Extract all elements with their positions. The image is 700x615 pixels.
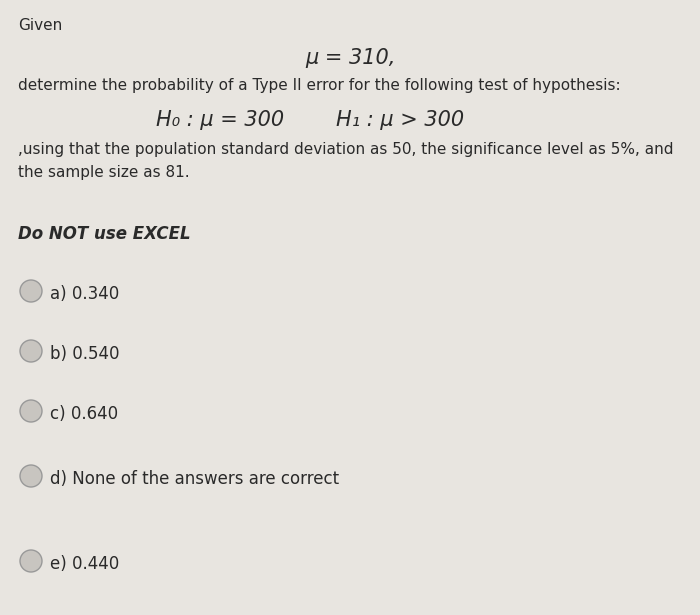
Text: e) 0.440: e) 0.440 [50, 555, 119, 573]
Text: Given: Given [18, 18, 62, 33]
Text: ,using that the population standard deviation as 50, the significance level as 5: ,using that the population standard devi… [18, 142, 673, 157]
Circle shape [20, 400, 42, 422]
Text: a) 0.340: a) 0.340 [50, 285, 119, 303]
Text: c) 0.640: c) 0.640 [50, 405, 118, 423]
Text: d) None of the answers are correct: d) None of the answers are correct [50, 470, 339, 488]
Text: H₀ : μ = 300: H₀ : μ = 300 [156, 110, 284, 130]
Circle shape [20, 280, 42, 302]
Text: H₁ : μ > 300: H₁ : μ > 300 [336, 110, 464, 130]
Text: b) 0.540: b) 0.540 [50, 345, 120, 363]
Text: μ = 310,: μ = 310, [304, 48, 395, 68]
Circle shape [20, 465, 42, 487]
Text: determine the probability of a Type II error for the following test of hypothesi: determine the probability of a Type II e… [18, 78, 621, 93]
Circle shape [20, 340, 42, 362]
Text: Do NOT use EXCEL: Do NOT use EXCEL [18, 225, 190, 243]
Circle shape [20, 550, 42, 572]
Text: the sample size as 81.: the sample size as 81. [18, 165, 190, 180]
